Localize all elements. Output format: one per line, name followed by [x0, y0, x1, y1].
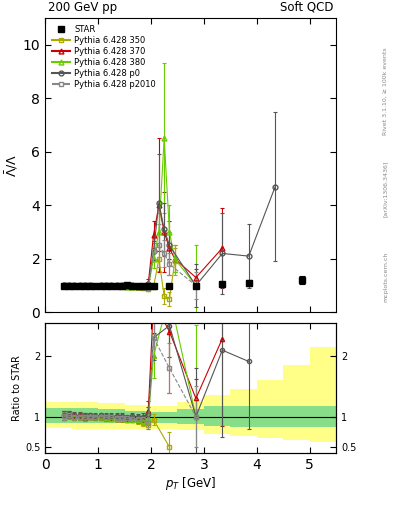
Y-axis label: Ratio to STAR: Ratio to STAR — [12, 355, 22, 421]
Text: Soft QCD: Soft QCD — [279, 1, 333, 13]
Text: Rivet 3.1.10, ≥ 100k events: Rivet 3.1.10, ≥ 100k events — [383, 48, 388, 135]
Text: mcplots.cern.ch: mcplots.cern.ch — [383, 252, 388, 302]
Text: 200 GeV pp: 200 GeV pp — [48, 1, 117, 13]
Legend: STAR, Pythia 6.428 350, Pythia 6.428 370, Pythia 6.428 380, Pythia 6.428 p0, Pyt: STAR, Pythia 6.428 350, Pythia 6.428 370… — [50, 22, 159, 92]
Text: [arXiv:1306.3436]: [arXiv:1306.3436] — [383, 160, 388, 217]
X-axis label: $p_T$ [GeV]: $p_T$ [GeV] — [165, 475, 216, 492]
Y-axis label: $\bar{\Lambda}/\Lambda$: $\bar{\Lambda}/\Lambda$ — [4, 154, 20, 177]
